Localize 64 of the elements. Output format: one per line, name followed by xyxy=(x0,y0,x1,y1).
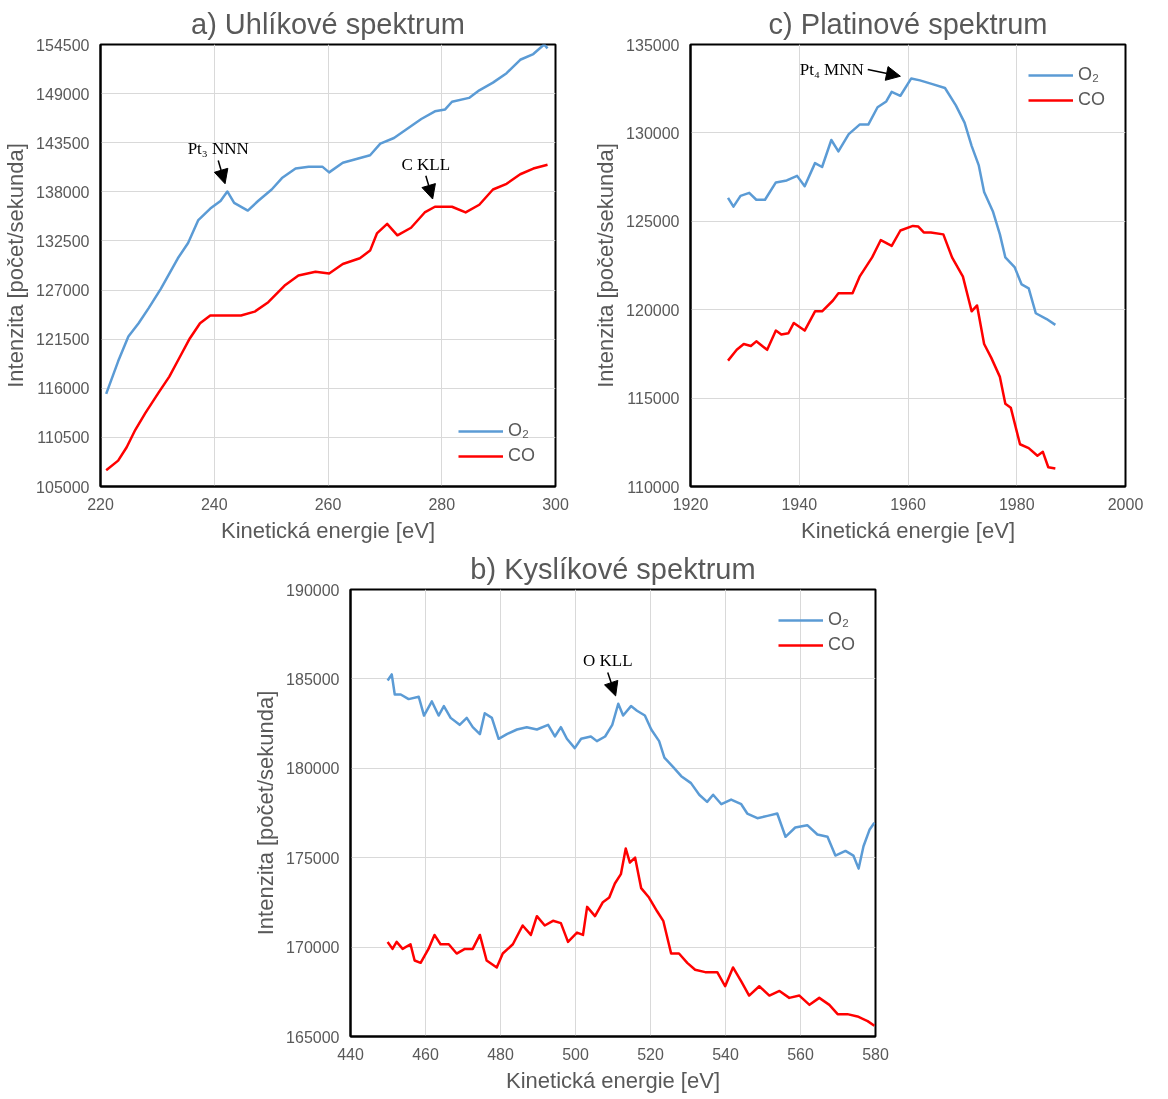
line-series xyxy=(726,224,1057,470)
x-tick-label: 280 xyxy=(428,495,456,513)
y-tick-label: 121500 xyxy=(36,331,90,349)
y-tick-label: 130000 xyxy=(626,124,680,142)
legend-label: CO xyxy=(828,634,855,655)
y-tick-label: 110000 xyxy=(627,478,680,496)
y-tick-label: 110500 xyxy=(37,429,90,447)
x-tick-label: 1960 xyxy=(890,495,926,513)
x-tick-label: 560 xyxy=(787,1045,814,1063)
annotation: C KLL xyxy=(401,154,451,174)
legend-label: O₂ xyxy=(1078,64,1099,85)
x-tick-label: 540 xyxy=(712,1045,739,1063)
x-tick-label: 1980 xyxy=(998,495,1035,513)
x-tick-label: 1940 xyxy=(781,495,818,513)
y-tick-label: 149000 xyxy=(36,85,90,103)
y-tick-label: 115000 xyxy=(627,390,680,408)
x-tick-label: 440 xyxy=(337,1045,364,1063)
y-tick-label: 125000 xyxy=(626,213,680,231)
line-series xyxy=(386,673,876,870)
y-tick-label: 138000 xyxy=(36,183,90,201)
legend-label: CO xyxy=(1078,89,1105,110)
legend-label: O₂ xyxy=(828,609,849,630)
chart-title: c) Platinové spektrum xyxy=(768,7,1048,40)
x-tick-label: 260 xyxy=(314,495,342,513)
x-axis-title: Kinetická energie [eV] xyxy=(220,517,436,543)
x-tick-label: 460 xyxy=(412,1045,439,1063)
y-axis-title: Intenzita [počet/sekunda] xyxy=(3,143,29,388)
x-tick-label: 2000 xyxy=(1107,495,1144,513)
legend-label: CO xyxy=(508,445,535,466)
y-tick-label: 190000 xyxy=(286,581,340,599)
y-tick-label: 180000 xyxy=(286,760,340,778)
annotation: Pt₄ MNN xyxy=(799,60,864,80)
x-tick-label: 500 xyxy=(562,1045,589,1063)
line-series xyxy=(726,77,1057,327)
annotation: Pt₃ NNN xyxy=(187,139,249,159)
legend-label: O₂ xyxy=(508,420,529,441)
x-axis-title: Kinetická energie [eV] xyxy=(505,1067,721,1093)
y-axis-title: Intenzita [počet/sekunda] xyxy=(593,143,619,388)
x-tick-label: 1920 xyxy=(672,495,709,513)
y-tick-label: 120000 xyxy=(626,301,680,319)
x-tick-label: 240 xyxy=(200,495,228,513)
y-tick-label: 175000 xyxy=(286,849,340,867)
x-tick-label: 580 xyxy=(862,1045,889,1063)
line-series xyxy=(386,847,876,1028)
y-axis-title: Intenzita [počet/sekunda] xyxy=(253,690,279,936)
y-tick-label: 105000 xyxy=(36,478,90,496)
annotation: O KLL xyxy=(582,651,633,671)
y-tick-label: 165000 xyxy=(286,1028,340,1046)
x-tick-label: 520 xyxy=(637,1045,664,1063)
x-tick-label: 220 xyxy=(87,495,114,513)
line-series xyxy=(104,44,549,396)
x-tick-label: 480 xyxy=(487,1045,514,1063)
chart-title: b) Kyslíkové spektrum xyxy=(470,552,756,585)
y-tick-label: 143500 xyxy=(36,134,90,152)
y-tick-label: 127000 xyxy=(36,282,90,300)
chart-title: a) Uhlíkové spektrum xyxy=(191,7,466,40)
x-axis-title: Kinetická energie [eV] xyxy=(800,517,1016,543)
y-tick-label: 135000 xyxy=(626,36,680,54)
y-tick-label: 170000 xyxy=(286,939,340,957)
x-tick-label: 300 xyxy=(542,495,569,513)
y-tick-label: 132500 xyxy=(36,232,90,250)
y-tick-label: 116000 xyxy=(37,380,90,398)
y-tick-label: 154500 xyxy=(36,36,90,54)
y-tick-label: 185000 xyxy=(286,670,340,688)
